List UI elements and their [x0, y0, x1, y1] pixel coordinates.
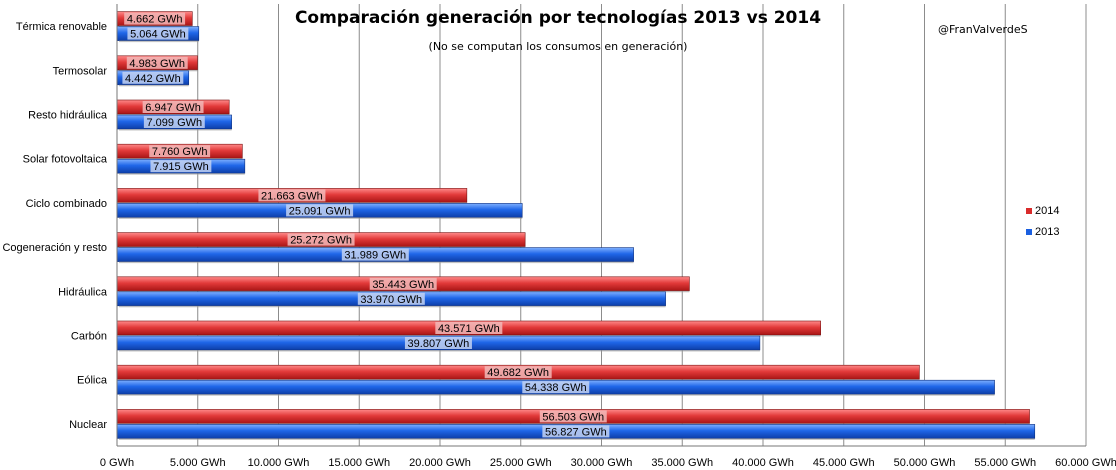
category-label: Eólica	[77, 375, 108, 387]
data-label-background	[369, 277, 437, 290]
bar-shadow	[119, 84, 189, 87]
category-label: Cogeneración y resto	[2, 242, 107, 254]
x-tick-label: 45.000 GWh	[813, 457, 875, 469]
x-tick-label: 25.000 GWh	[490, 457, 552, 469]
data-label-background	[542, 425, 610, 438]
category-label: Hidráulica	[58, 286, 108, 298]
category-label: Solar fotovoltaica	[23, 154, 108, 166]
data-label-background	[122, 71, 184, 84]
data-label: 39.807 GWh	[408, 338, 470, 350]
data-label-background	[522, 381, 590, 394]
data-label-background	[286, 204, 354, 217]
bar-shadow	[119, 261, 634, 264]
data-label-background	[287, 233, 355, 246]
data-label: 21.663 GWh	[261, 190, 323, 202]
data-label: 4.662 GWh	[127, 14, 183, 26]
x-tick-label: 10.000 GWh	[248, 457, 310, 469]
data-label-background	[143, 116, 205, 128]
bar-shadow	[119, 217, 523, 219]
data-label-background	[127, 27, 189, 40]
data-label: 7.915 GWh	[153, 161, 209, 173]
category-label: Resto hidráulica	[28, 110, 108, 122]
data-label: 25.272 GWh	[290, 235, 352, 247]
bar-shadow	[119, 173, 245, 175]
legend-item-2014: 2014	[1026, 200, 1059, 221]
data-label: 54.338 GWh	[525, 382, 587, 394]
category-label: Nuclear	[69, 419, 107, 431]
data-label: 33.970 GWh	[360, 294, 422, 306]
category-label: Ciclo combinado	[26, 198, 107, 210]
data-label: 35.443 GWh	[372, 279, 434, 291]
legend-label-2014: 2014	[1035, 204, 1060, 217]
x-tick-label: 15.000 GWh	[328, 457, 390, 469]
x-tick-label: 40.000 GWh	[732, 457, 794, 469]
data-label-background	[484, 366, 552, 379]
x-tick-label: 0 GWh	[100, 457, 134, 469]
data-label: 31.989 GWh	[344, 250, 406, 262]
data-label: 56.827 GWh	[545, 426, 607, 438]
x-tick-label: 35.000 GWh	[651, 457, 713, 469]
data-label: 6.947 GWh	[145, 102, 201, 114]
data-label: 4.442 GWh	[125, 73, 181, 85]
legend-swatch-2013	[1026, 228, 1032, 235]
data-label-background	[341, 248, 409, 261]
data-label-background	[149, 145, 211, 158]
x-tick-label: 55.000 GWh	[974, 457, 1036, 469]
legend-label-2013: 2013	[1035, 225, 1060, 238]
legend-swatch-2014	[1026, 207, 1032, 214]
data-label-background	[124, 12, 186, 25]
data-label-background	[357, 292, 425, 305]
bar-shadow	[119, 350, 760, 352]
data-label-background	[258, 189, 326, 202]
data-label: 25.091 GWh	[289, 205, 351, 217]
bar-shadow	[119, 438, 1035, 440]
data-label: 56.503 GWh	[542, 411, 604, 423]
chart-subtitle: (No se computan los consumos en generaci…	[428, 40, 688, 53]
x-tick-label: 20.000 GWh	[409, 457, 471, 469]
category-label: Carbón	[71, 331, 107, 343]
data-label-background	[126, 56, 188, 69]
bar-shadow	[119, 40, 199, 43]
data-label-background	[435, 322, 503, 334]
author-credit: @FranValverdeS	[938, 23, 1028, 36]
category-label: Térmica renovable	[16, 21, 107, 33]
bar-shadow	[119, 394, 995, 396]
data-label: 7.099 GWh	[147, 117, 203, 129]
category-label: Termosolar	[53, 65, 108, 77]
legend: 2014 2013	[1026, 200, 1059, 242]
data-label: 7.760 GWh	[152, 146, 208, 158]
data-label: 4.983 GWh	[129, 58, 185, 70]
bar-shadow	[119, 305, 666, 308]
bar-shadow	[119, 129, 232, 131]
bars: 4.662 GWh 5.064 GWh 4.983 GWh 4.442 GWh 6.94…	[116, 11, 1036, 440]
x-tick-label: 30.000 GWh	[571, 457, 633, 469]
data-label-background	[539, 410, 607, 423]
data-label: 49.682 GWh	[487, 367, 549, 379]
x-tick-label: 60.000 GWh	[1055, 457, 1116, 469]
data-label-background	[142, 101, 204, 113]
data-label: 43.571 GWh	[438, 323, 500, 335]
chart-title: Comparación generación por tecnologías 2…	[294, 8, 822, 28]
x-tick-label: 5.000 GWh	[170, 457, 226, 469]
data-label-background	[150, 160, 212, 173]
data-label-background	[404, 337, 472, 349]
data-label: 5.064 GWh	[130, 29, 186, 41]
x-tick-label: 50.000 GWh	[894, 457, 956, 469]
legend-item-2013: 2013	[1026, 221, 1059, 242]
axes: 0 GWh 5.000 GWh 10.000 GWh 15.000 GWh 20.000…	[2, 4, 1116, 469]
